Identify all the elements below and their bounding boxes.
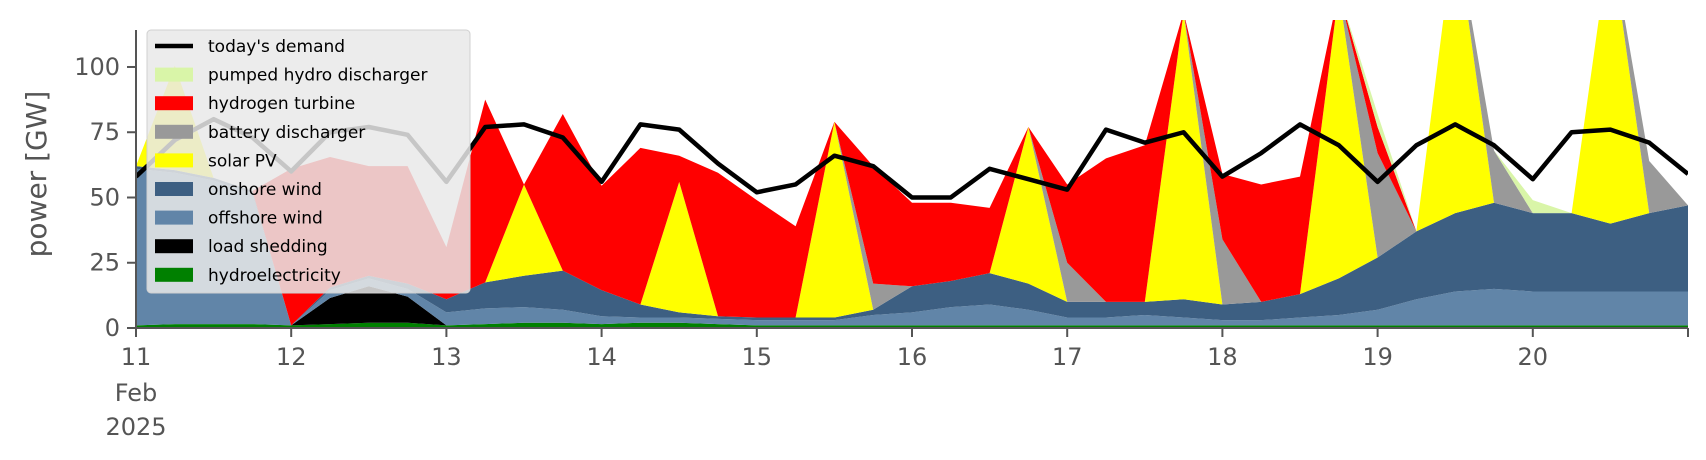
legend-label-hydroelectricity: hydroelectricity: [208, 266, 341, 286]
x-tick-sublabel: 2025: [105, 413, 166, 441]
legend-swatch-battery-discharger: [155, 124, 193, 139]
legend-swatch-onshore-wind: [155, 182, 193, 196]
legend-label-offshore-wind: offshore wind: [208, 209, 323, 229]
legend-label-load-shedding: load shedding: [208, 237, 328, 257]
x-tick-sublabel: Feb: [115, 379, 158, 407]
x-tick-label: 13: [431, 343, 462, 371]
y-tick-label: 0: [105, 314, 120, 342]
area-battery-discharger: [136, 20, 1688, 326]
x-tick-label: 15: [742, 343, 773, 371]
legend-swatch-hydroelectricity: [155, 267, 193, 282]
legend-swatch-offshore-wind: [155, 210, 193, 225]
area-hydrogen-turbine: [136, 20, 1688, 326]
legend-swatch-load-shedding: [155, 239, 193, 254]
legend-label-onshore-wind: onshore wind: [208, 180, 322, 200]
legend-label-today-s-demand: today's demand: [208, 37, 345, 57]
x-tick-label: 16: [897, 343, 928, 371]
y-tick-label: 25: [89, 249, 120, 277]
x-tick-label: 14: [586, 343, 617, 371]
area-solar-pv: [136, 20, 1688, 326]
y-tick-label: 50: [89, 183, 120, 211]
legend-label-battery-discharger: battery discharger: [208, 123, 365, 143]
x-tick-label: 17: [1052, 343, 1083, 371]
legend-label-hydrogen-turbine: hydrogen turbine: [208, 94, 355, 114]
axes: 0 25 50 75 100 11 Feb 2025 12 13 14 15 16 17 18 19 20: [74, 30, 1689, 441]
legend-box: [146, 29, 471, 294]
area-onshore-wind: [136, 166, 1688, 326]
legend-swatch-pumped-hydro-discharger: [155, 67, 193, 82]
y-tick-label: 100: [74, 53, 120, 81]
area-offshore-wind: [136, 168, 1688, 326]
legend: today's demand pumped hydro discharger hyd…: [146, 29, 471, 294]
legend-label-solar-pv: solar PV: [208, 151, 277, 171]
y-tick-label: 75: [89, 118, 120, 146]
legend-swatch-hydrogen-turbine: [155, 96, 193, 111]
x-tick-label: 19: [1362, 343, 1393, 371]
y-axis-label: power [GW]: [20, 91, 53, 258]
legend-swatch-solar-pv: [155, 153, 193, 168]
legend-label-pumped-hydro-discharger: pumped hydro discharger: [208, 66, 427, 86]
x-tick-label: 20: [1518, 343, 1549, 371]
x-tick-label: 12: [276, 343, 307, 371]
x-tick-label: 18: [1207, 343, 1238, 371]
x-tick-label: 11: [121, 343, 152, 371]
